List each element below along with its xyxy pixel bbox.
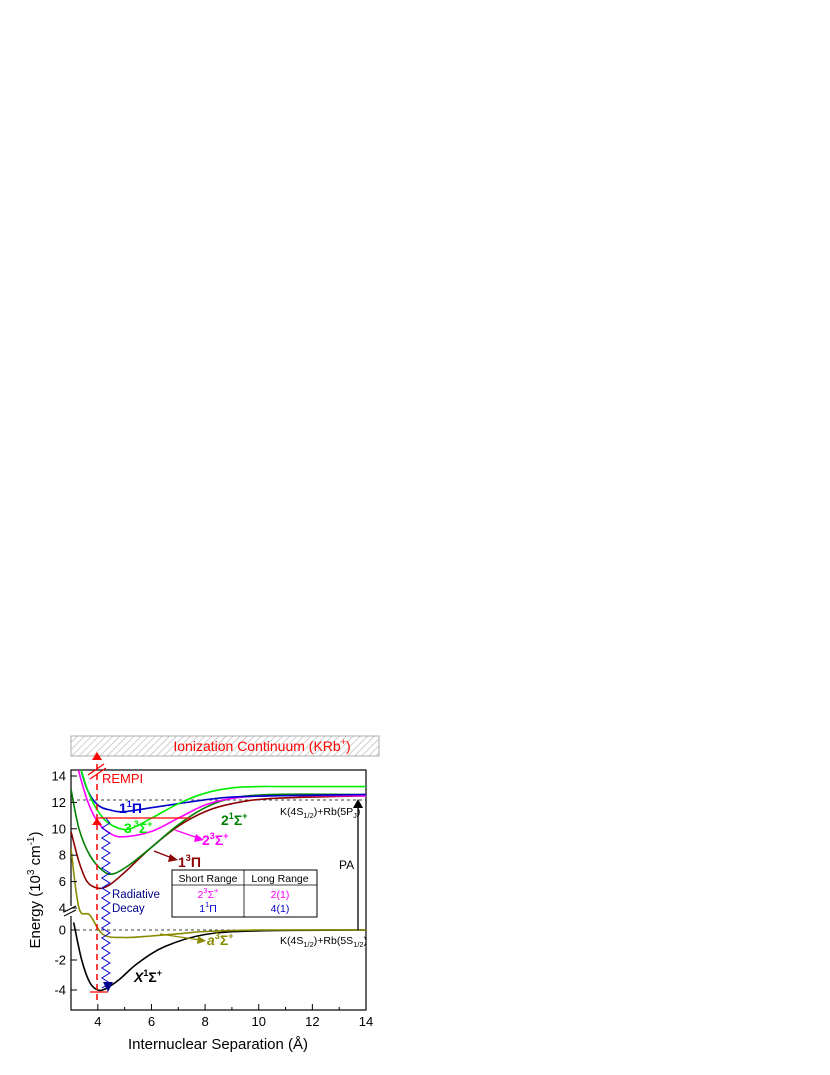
axes: 4 6 8 10 12 14 4 6 8 10 12 14 -4 -2 0 (52, 769, 374, 1030)
pointer-a3Sigma (159, 933, 201, 941)
ionization-continuum-label: Ionization Continuum (KRb+) (173, 737, 350, 754)
plot-frame (70, 769, 367, 1011)
pointer-b3Pi-head (168, 854, 178, 862)
label-b3Pi: 13Π (178, 853, 201, 870)
table-header-short: Short Range (179, 873, 238, 885)
x-tick-label-10: 10 (251, 1014, 265, 1029)
table-row-1-short: 23Σ+ (198, 886, 220, 901)
rempi-arrowhead (92, 752, 102, 760)
y-tick-label-10: 10 (52, 821, 66, 836)
curve-B1Pi (80, 770, 366, 813)
curve-a3Sigma (71, 848, 366, 939)
decay-label-2: Decay (112, 903, 145, 915)
potential-curves (71, 770, 366, 992)
y-tick-label-6: 6 (59, 874, 66, 889)
table-header-long: Long Range (251, 873, 308, 885)
rempi-axis-break (87, 763, 107, 780)
decay-label-1: Radiative (112, 889, 160, 901)
y-tick-label--4: -4 (54, 983, 66, 998)
pa-arrowhead (353, 799, 363, 808)
y-tick-label-0: 0 (59, 923, 66, 938)
y-tick-label-8: 8 (59, 848, 66, 863)
curve-X1Sigma (72, 922, 366, 992)
pointer-c3Sigma-head (194, 834, 204, 842)
label-c3Sigma: 23Σ+ (202, 831, 228, 848)
range-table: Short Range Long Range 23Σ+ 2(1) 11Π 4(1… (171, 869, 318, 918)
pointer-a3Sigma-head (197, 936, 206, 944)
radiative-decay-zigzag (100, 817, 111, 989)
x-tick-label-12: 12 (305, 1014, 319, 1029)
label-A1Sigma: 21Σ+ (221, 811, 247, 828)
y-tick-label--2: -2 (54, 953, 66, 968)
x-tick-label-4: 4 (94, 1014, 101, 1029)
axis-break (63, 905, 78, 917)
ionization-continuum-band (70, 735, 380, 757)
label-c3Sigma3: 3 3Σ+ (124, 819, 152, 836)
rempi-arrowhead-mid (92, 818, 102, 825)
table-row-2-long: 4(1) (271, 903, 290, 915)
upper-asymptote-label: K(4S1/2)+Rb(5PJ) (280, 806, 360, 820)
y-tick-label-14: 14 (52, 769, 66, 784)
table-row-2-short: 11Π (199, 900, 217, 915)
y-tick-label-4: 4 (59, 901, 66, 916)
label-a3Sigma: a3Σ+ (207, 931, 233, 948)
lower-asymptote-label: K(4S1/2)+Rb(5S1/2) (280, 935, 367, 949)
rempi-label: REMPI (102, 771, 143, 786)
x-tick-label-8: 8 (201, 1014, 208, 1029)
x-tick-label-6: 6 (148, 1014, 155, 1029)
x-axis-title: Internuclear Separation (Å) (128, 1036, 308, 1053)
y-tick-label-12: 12 (52, 795, 66, 810)
x-tick-label-14: 14 (359, 1014, 373, 1029)
decay-arrowhead (103, 982, 113, 992)
pa-label: PA (339, 858, 354, 872)
curve-c3Sigma3 (80, 770, 366, 831)
label-X1Sigma: X1Σ+ (133, 968, 162, 985)
pointer-c3Sigma (174, 829, 199, 839)
label-B1Pi: 11Π (119, 799, 142, 816)
y-axis-title: Energy (103 cm-1) (26, 831, 44, 948)
pointer-b3Pi (153, 850, 173, 859)
table-row-1-long: 2(1) (271, 889, 290, 901)
